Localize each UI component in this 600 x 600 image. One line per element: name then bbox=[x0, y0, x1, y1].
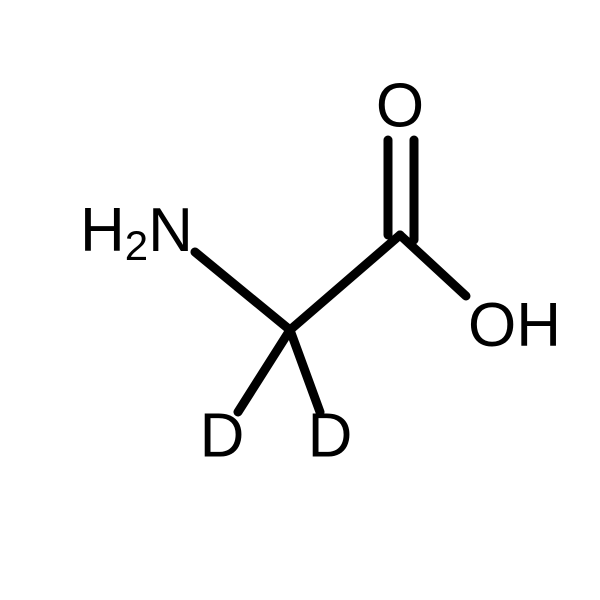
atom-d1: D bbox=[200, 401, 245, 470]
bond-n-calpha bbox=[195, 252, 290, 330]
molecule-diagram: H2N O OH D D bbox=[0, 0, 600, 600]
bond-calpha-ccarb bbox=[290, 235, 400, 330]
atom-d2: D bbox=[308, 401, 353, 470]
atom-o-double: O bbox=[376, 71, 424, 140]
bond-calpha-d2 bbox=[290, 330, 320, 412]
bonds-group bbox=[195, 140, 466, 412]
nh2-n: N bbox=[148, 196, 193, 265]
nh2-sub2: 2 bbox=[125, 222, 148, 269]
bond-calpha-d1 bbox=[238, 330, 290, 412]
bond-ccarb-oh bbox=[400, 235, 466, 296]
atom-nh2: H2N bbox=[80, 196, 193, 269]
svg-text:H2N: H2N bbox=[80, 196, 193, 269]
svg-text:OH: OH bbox=[468, 291, 561, 360]
nh2-h: H bbox=[80, 196, 125, 265]
oh-o: O bbox=[468, 291, 516, 360]
oh-h: H bbox=[516, 291, 561, 360]
atom-oh: OH bbox=[468, 291, 561, 360]
